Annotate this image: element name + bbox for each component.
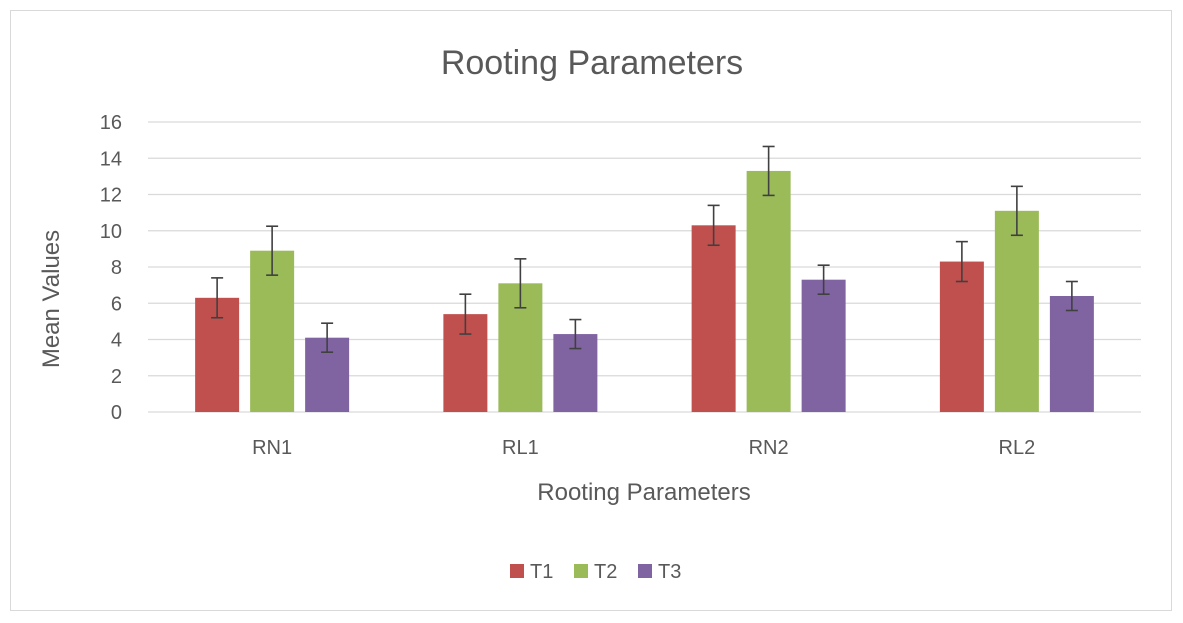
y-tick-label: 4 <box>111 330 122 352</box>
error-bar-t2-rl1 <box>514 258 527 309</box>
error-bar-t3-rn1 <box>321 322 334 353</box>
bar-t2-rn1 <box>250 250 295 412</box>
error-bar-t1-rn1 <box>211 277 224 319</box>
bar-t3-rn2 <box>801 279 846 412</box>
x-tick-label: RL2 <box>999 437 1036 459</box>
legend-item-t2: T2 <box>574 561 617 583</box>
error-bar-t3-rl1 <box>569 318 582 350</box>
x-tick-label: RL1 <box>502 437 539 459</box>
bar-t2-rn2 <box>746 170 791 412</box>
error-bar-t2-rn2 <box>762 145 775 197</box>
y-axis-tick-labels: 0 2 4 6 8 10 12 14 16 <box>100 112 122 424</box>
y-tick-label: 16 <box>100 112 122 134</box>
bar-t1-rn2 <box>691 225 736 412</box>
bar-t3-rl2 <box>1049 296 1094 412</box>
y-tick-label: 14 <box>100 148 122 170</box>
y-tick-label: 12 <box>100 185 122 207</box>
x-tick-label: RN1 <box>252 437 292 459</box>
y-axis-title: Mean Values <box>38 230 65 368</box>
y-tick-label: 10 <box>100 221 122 243</box>
legend-label: T3 <box>658 561 681 583</box>
chart-frame: Rooting Parameters 0 2 4 6 8 10 12 14 16 RN1 RL1 R… <box>10 10 1172 611</box>
y-tick-label: 6 <box>111 293 122 315</box>
legend-swatch <box>574 564 588 578</box>
legend-label: T1 <box>530 561 553 583</box>
gridlines <box>148 121 1141 413</box>
error-bar-t1-rl1 <box>459 293 472 335</box>
y-tick-label: 2 <box>111 366 122 388</box>
legend-item-t1: T1 <box>510 561 553 583</box>
x-tick-label: RN2 <box>749 437 789 459</box>
chart-title: Rooting Parameters <box>441 44 743 82</box>
error-bar-t2-rl2 <box>1010 185 1023 237</box>
error-bar-t2-rn1 <box>266 225 279 276</box>
y-tick-label: 0 <box>111 402 122 424</box>
x-axis-tick-labels: RN1 RL1 RN2 RL2 <box>252 437 1035 459</box>
legend: T1 T2 T3 <box>510 561 681 583</box>
x-axis-title: Rooting Parameters <box>537 479 750 506</box>
error-bar-t3-rn2 <box>817 264 830 295</box>
legend-item-t3: T3 <box>638 561 681 583</box>
error-bars <box>211 145 1078 353</box>
legend-swatch <box>638 564 652 578</box>
bar-t2-rl2 <box>994 210 1039 412</box>
bar-t1-rl2 <box>939 261 984 412</box>
y-tick-label: 8 <box>111 257 122 279</box>
error-bar-t3-rl2 <box>1065 280 1078 312</box>
legend-swatch <box>510 564 524 578</box>
error-bar-t1-rn2 <box>707 204 720 247</box>
legend-label: T2 <box>594 561 617 583</box>
bars <box>195 170 1094 412</box>
error-bar-t1-rl2 <box>955 240 968 283</box>
